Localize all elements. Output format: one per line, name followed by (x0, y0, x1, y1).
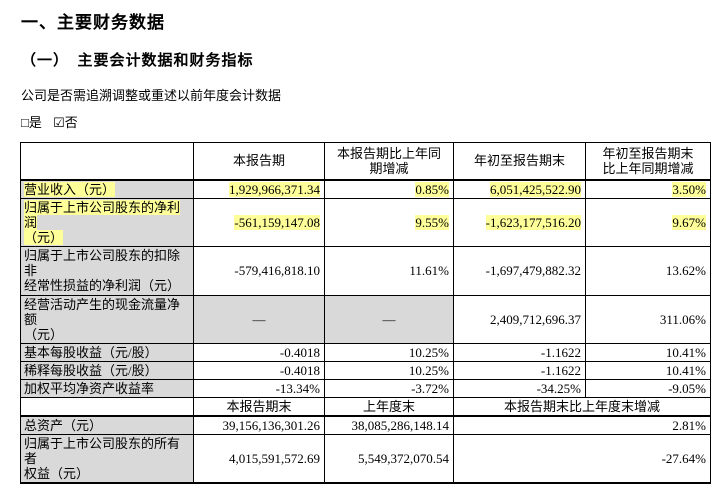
table-row-operating-cash-flow: 经营活动产生的现金流量净额 （元） — — 2,409,712,696.37 3… (20, 294, 711, 344)
value-text: 1,929,966,371.34 (229, 182, 320, 197)
row-label: 经营活动产生的现金流量净额 （元） (20, 294, 194, 344)
value-cell: -579,416,818.10 (193, 246, 325, 296)
value-cell: 311.06% (585, 294, 711, 344)
sub-header-row: 本报告期末 上年度末 本报告期末比上年度末增减 (20, 397, 711, 418)
col-header-ytd-yoy: 年初至报告期末 比上年同期增减 (585, 142, 711, 181)
value-cell: 10.25% (324, 360, 454, 380)
table-row-revenue: 营业收入（元） 1,929,966,371.34 0.85% 6,051,425… (20, 179, 711, 200)
section-heading: 一、主要财务数据 (21, 13, 165, 32)
row-label: 归属于上市公司股东的净利润 （元） (20, 198, 194, 248)
table-row-equity: 归属于上市公司股东的所有者 权益（元） 4,015,591,572.69 5,5… (20, 434, 711, 484)
value-cell: 2,409,712,696.37 (453, 294, 586, 344)
value-cell: -1.1622 (453, 342, 586, 362)
value-cell: 1,929,966,371.34 (193, 179, 325, 200)
row-label: 归属于上市公司股东的所有者 权益（元） (20, 434, 194, 484)
table-row-diluted-eps: 稀释每股收益（元/股） -0.4018 10.25% -1.1622 10.41… (20, 360, 711, 380)
col-header-period: 本报告期 (193, 142, 325, 181)
value-text: 9.67% (672, 215, 706, 231)
value-cell: 11.61% (324, 246, 454, 296)
table-row-basic-eps: 基本每股收益（元/股） -0.4018 10.25% -1.1622 10.41… (20, 342, 711, 362)
value-cell: 39,156,136,301.26 (193, 415, 325, 436)
checkbox-no: ☑否 (53, 115, 78, 130)
value-cell: 13.62% (585, 246, 711, 296)
col-header-end-period: 本报告期末 (193, 397, 325, 418)
value-cell-dash: — (324, 294, 454, 344)
value-cell: -561,159,147.08 (193, 198, 325, 248)
corner-cell (20, 142, 194, 181)
value-cell: 2.81% (453, 415, 711, 436)
value-cell: -1,623,177,516.20 (453, 198, 586, 248)
value-cell: -9.05% (585, 378, 711, 399)
subsection-heading: （一） 主要会计数据和财务指标 (21, 53, 254, 69)
col-header-ytd: 年初至报告期末 (453, 142, 586, 181)
value-cell: 6,051,425,522.90 (453, 179, 586, 200)
financial-data-table: 本报告期 本报告期比上年同 期增减 年初至报告期末 年初至报告期末 比上年同期增… (20, 142, 711, 484)
row-label: 基本每股收益（元/股） (20, 342, 194, 362)
value-cell: 10.41% (585, 360, 711, 380)
value-text: 9.55% (415, 215, 449, 231)
value-cell: 4,015,591,572.69 (193, 434, 325, 484)
table-row-total-assets: 总资产（元） 39,156,136,301.26 38,085,286,148.… (20, 415, 711, 436)
restatement-question: 公司是否需追溯调整或重述以前年度会计数据 (21, 88, 282, 103)
value-cell: -1,697,479,882.32 (453, 246, 586, 296)
value-text: -1,623,177,516.20 (485, 215, 581, 231)
value-text: 3.50% (672, 182, 706, 197)
row-label-text: 归属于上市公司股东的净利润 （元） (24, 200, 181, 246)
row-label: 加权平均净资产收益率 (20, 378, 194, 399)
value-text: -561,159,147.08 (234, 215, 320, 231)
col-header-change: 本报告期末比上年度末增减 (453, 397, 711, 418)
table-row-weighted-roe: 加权平均净资产收益率 -13.34% -3.72% -34.25% -9.05% (20, 378, 711, 399)
value-text: 6,051,425,522.90 (490, 182, 581, 197)
row-label-text: 营业收入（元） (24, 182, 116, 197)
value-cell: -0.4018 (193, 360, 325, 380)
row-label: 营业收入（元） (20, 179, 194, 200)
value-cell: -0.4018 (193, 342, 325, 362)
table-row-deducted-net-profit: 归属于上市公司股东的扣除非 经常性损益的净利润（元） -579,416,818.… (20, 246, 711, 296)
value-cell: 38,085,286,148.14 (324, 415, 454, 436)
row-label: 总资产（元） (20, 415, 194, 436)
report-page: 一、主要财务数据 （一） 主要会计数据和财务指标 公司是否需追溯调整或重述以前年… (0, 8, 717, 484)
value-cell: 3.50% (585, 179, 711, 200)
restatement-options: □是 ☑否 (21, 112, 717, 131)
value-cell: -13.34% (193, 378, 325, 399)
row-label: 稀释每股收益（元/股） (20, 360, 194, 380)
value-cell: 10.25% (324, 342, 454, 362)
row-label: 归属于上市公司股东的扣除非 经常性损益的净利润（元） (20, 246, 194, 296)
value-cell: 9.55% (324, 198, 454, 248)
table-row-net-profit: 归属于上市公司股东的净利润 （元） -561,159,147.08 9.55% … (20, 198, 711, 248)
checkbox-yes: □是 (21, 115, 42, 130)
value-cell: 5,549,372,070.54 (324, 434, 454, 484)
corner-cell (20, 397, 194, 418)
value-cell-dash: — (193, 294, 325, 344)
value-cell: 0.85% (324, 179, 454, 200)
value-text: 0.85% (415, 182, 449, 197)
value-cell: 9.67% (585, 198, 711, 248)
value-cell: -34.25% (453, 378, 586, 399)
value-cell: -3.72% (324, 378, 454, 399)
value-cell: -27.64% (453, 434, 711, 484)
header-row: 本报告期 本报告期比上年同 期增减 年初至报告期末 年初至报告期末 比上年同期增… (20, 142, 711, 181)
value-cell: 10.41% (585, 342, 711, 362)
col-header-prev-year-end: 上年度末 (324, 397, 454, 418)
col-header-period-yoy: 本报告期比上年同 期增减 (324, 142, 454, 181)
value-cell: -1.1622 (453, 360, 586, 380)
